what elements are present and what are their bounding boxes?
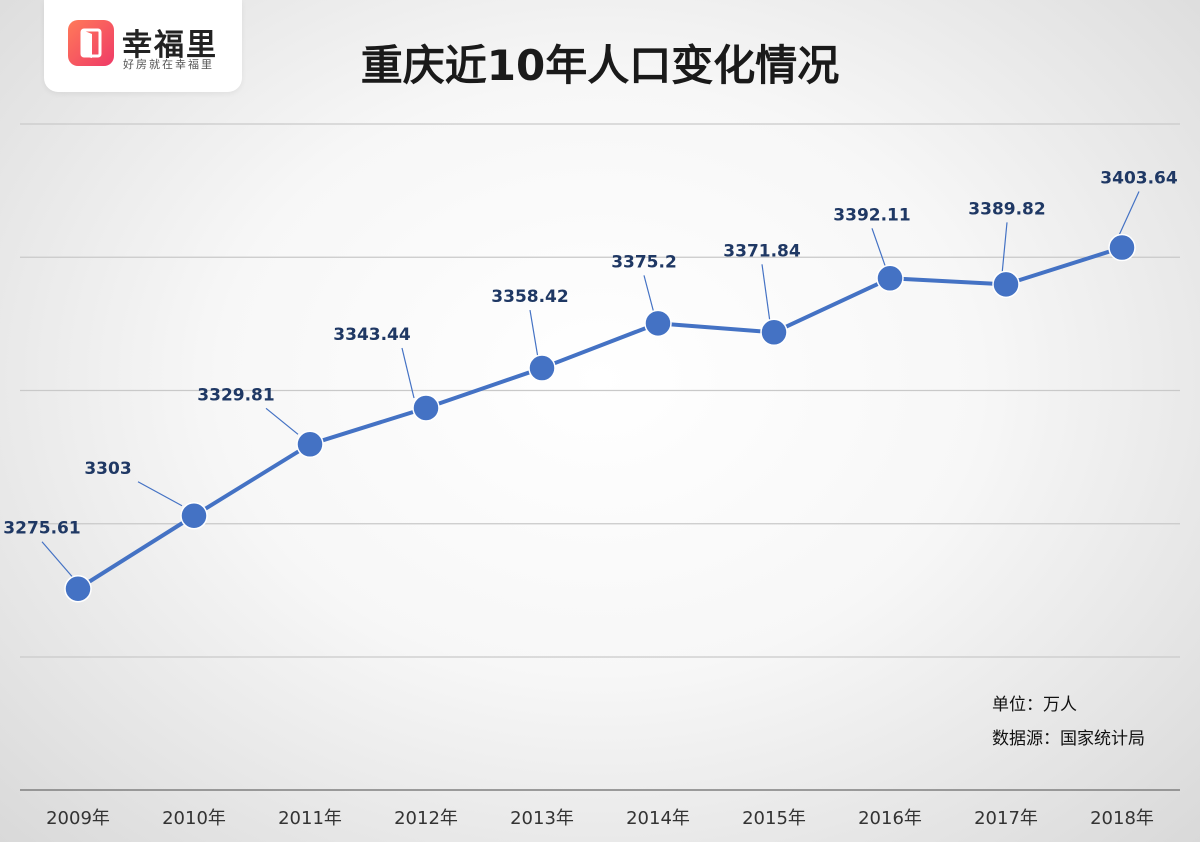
x-tick-label: 2012年 (394, 808, 458, 829)
door-icon (68, 20, 114, 66)
leader-line (871, 228, 887, 269)
x-tick-label: 2013年 (510, 808, 574, 829)
chart-title: 重庆近10年人口变化情况 (360, 41, 840, 90)
series-line-layer (76, 245, 1123, 591)
leader-line (643, 275, 655, 314)
data-label: 3303 (84, 459, 131, 479)
gridlines (20, 123, 1180, 658)
data-point (760, 318, 788, 347)
x-tick-label: 2017年 (974, 808, 1038, 829)
data-label: 3389.82 (968, 199, 1045, 219)
x-tick-label: 2011年 (278, 808, 342, 829)
logo-card: 幸福里 好房就在幸福里 (44, 0, 242, 92)
data-label: 3329.81 (197, 385, 274, 405)
data-point (876, 264, 904, 293)
leader-line (137, 481, 183, 507)
data-point (412, 394, 440, 422)
data-label: 3392.11 (833, 205, 910, 225)
data-point (1108, 233, 1136, 262)
leader-line (529, 309, 539, 359)
series-line (76, 245, 1123, 591)
leader-line (265, 407, 299, 435)
x-tick-label: 2016年 (858, 808, 922, 829)
data-point (644, 309, 672, 338)
leader-line (1001, 222, 1008, 275)
data-points (64, 233, 1136, 603)
unit-note: 单位：万人 (992, 695, 1077, 715)
x-tick-label: 2018年 (1090, 808, 1154, 829)
data-label: 3371.84 (723, 241, 801, 261)
data-point (180, 502, 208, 530)
leader-line (1117, 191, 1140, 238)
logo-name: 幸福里 (122, 28, 218, 63)
data-label: 3403.64 (1100, 169, 1178, 189)
logo-slogan: 好房就在幸福里 (123, 58, 214, 71)
x-tick-label: 2015年 (742, 808, 806, 829)
x-tick-label: 2009年 (46, 808, 110, 829)
x-axis: 2009年 2010年 2011年 2012年 2013年 2014年 2015年 2016年… (20, 789, 1180, 829)
data-labels: 3275.61 3303 3329.81 3343.44 3358.42 3375.2 33… (3, 169, 1178, 539)
x-tick-label: 2010年 (162, 808, 226, 829)
x-tick-label: 2014年 (626, 808, 690, 829)
data-point (992, 270, 1020, 299)
leader-line (761, 264, 771, 323)
data-label: 3275.61 (3, 519, 80, 539)
data-point (64, 574, 92, 603)
leader-line (401, 347, 415, 399)
data-label: 3375.2 (611, 252, 677, 272)
leader-line (41, 541, 75, 580)
source-note: 数据源：国家统计局 (992, 729, 1145, 749)
data-point (296, 430, 324, 459)
data-point (528, 354, 556, 382)
leader-lines (41, 191, 1140, 580)
data-label: 3358.42 (491, 287, 568, 307)
data-label: 3343.44 (333, 325, 411, 345)
